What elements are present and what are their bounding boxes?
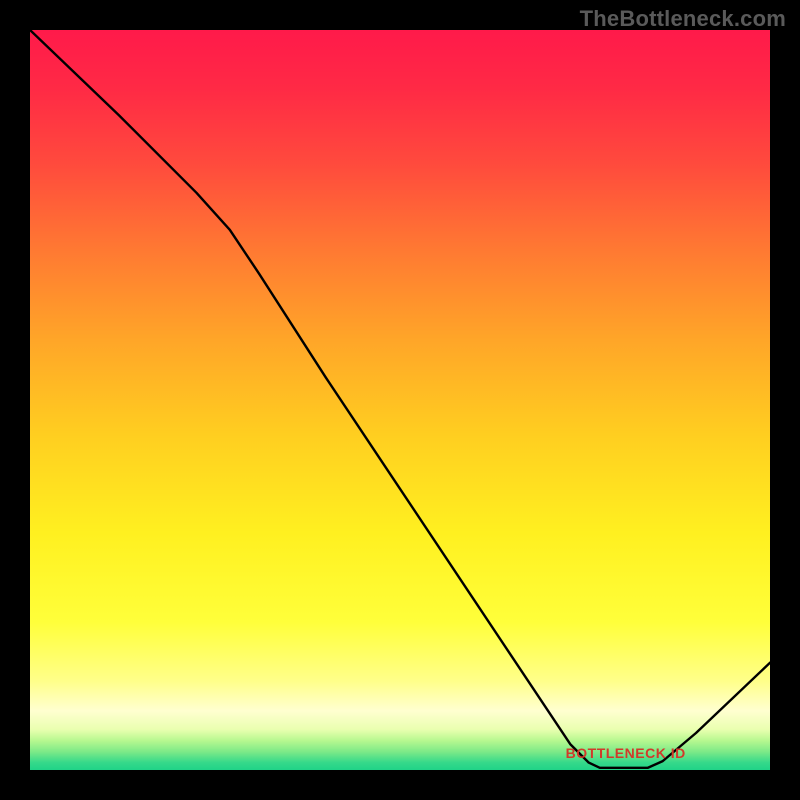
attribution-text: TheBottleneck.com — [580, 6, 786, 32]
chart-container: TheBottleneck.com BOTTLENECK ID — [0, 0, 800, 800]
chart-line — [30, 30, 770, 770]
